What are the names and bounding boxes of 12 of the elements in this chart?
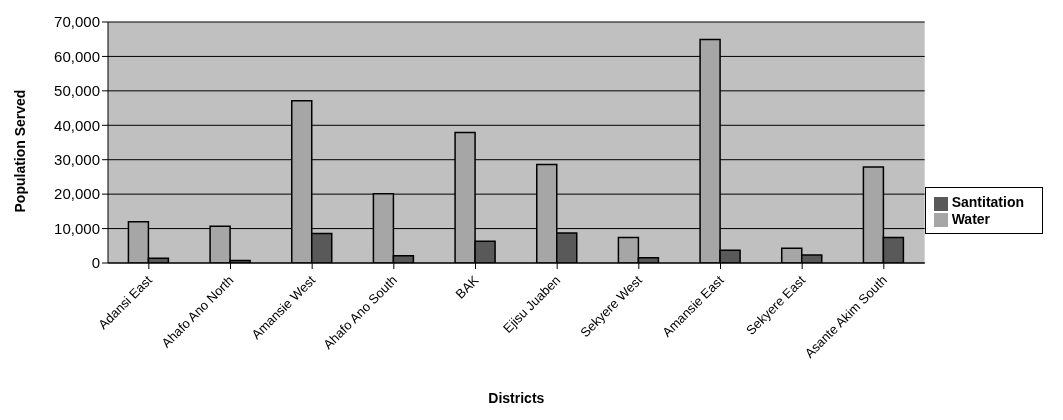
y-tick-label: 70,000 [54,13,100,31]
legend-label: Santitation [951,194,1024,211]
y-axis-title: Population Served [11,89,28,213]
x-axis-title: Districts [488,390,545,406]
y-tick-label: 40,000 [54,116,100,134]
y-tick-label: 60,000 [54,47,100,65]
y-tick-label: 10,000 [54,219,100,237]
y-tick-label: 30,000 [54,151,100,169]
legend-label: Water [951,210,991,227]
y-tick-label: 20,000 [54,185,100,203]
y-tick-label: 50,000 [54,82,100,100]
y-tick-label: 0 [91,254,100,272]
